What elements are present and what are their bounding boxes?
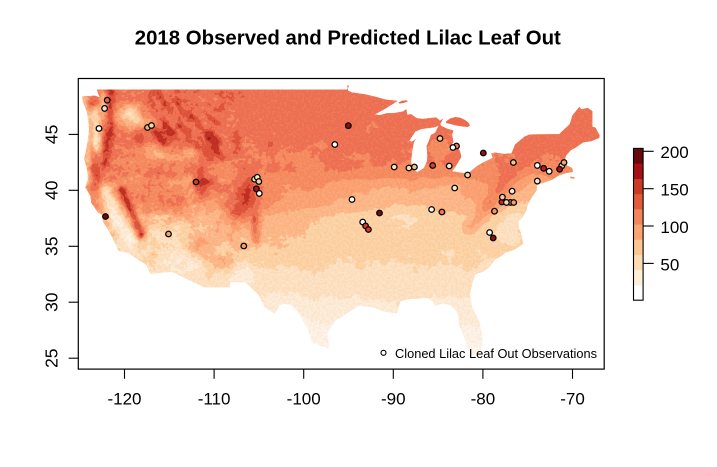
svg-text:-120: -120: [107, 390, 141, 409]
svg-text:25: 25: [42, 348, 62, 367]
svg-text:-90: -90: [381, 390, 406, 409]
svg-text:Cloned Lilac Leaf Out Observat: Cloned Lilac Leaf Out Observations: [395, 346, 597, 361]
svg-text:30: 30: [42, 292, 62, 312]
svg-text:-110: -110: [198, 390, 231, 409]
svg-text:50: 50: [660, 255, 679, 274]
svg-text:40: 40: [42, 180, 62, 200]
svg-text:150: 150: [660, 181, 688, 200]
svg-text:-70: -70: [560, 390, 585, 409]
svg-text:200: 200: [660, 143, 688, 162]
svg-text:-80: -80: [471, 390, 496, 409]
svg-text:100: 100: [660, 218, 688, 237]
svg-text:2018 Observed and Predicted Li: 2018 Observed and Predicted Lilac Leaf O…: [135, 28, 561, 50]
svg-text:-100: -100: [287, 390, 321, 409]
svg-text:35: 35: [42, 237, 62, 256]
svg-text:45: 45: [42, 125, 62, 144]
